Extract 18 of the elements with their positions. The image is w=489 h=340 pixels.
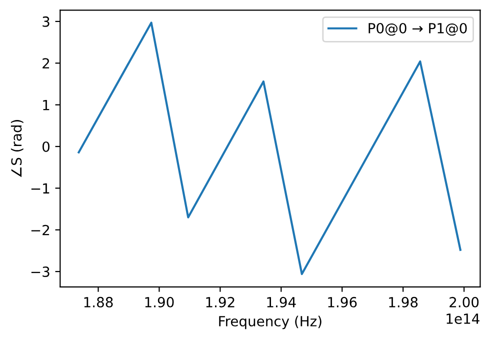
y-tick-label: −1 (31, 183, 50, 194)
y-tick-label: 2 (42, 58, 50, 68)
y-tick-label: −3 (31, 266, 50, 278)
x-tick-label: 1.90 (145, 296, 174, 308)
y-tick-label: 3 (42, 16, 50, 27)
x-tick-label: 1.96 (328, 296, 357, 308)
y-tick-label: 1 (43, 100, 50, 110)
x-tick-label: 2.00 (450, 296, 479, 308)
text: 1e14 (446, 314, 480, 324)
y-tick-label: −2 (31, 224, 50, 236)
x-tick-label: 1.92 (206, 296, 234, 308)
y-axis-title: ∠S (rad) (10, 120, 24, 178)
x-tick-label: 1.94 (267, 296, 296, 308)
x-axis-title: Frequency (Hz) (219, 316, 322, 330)
y-tick-label: 0 (42, 141, 50, 152)
x-tick-label: 1.88 (84, 296, 113, 308)
legend-label: P0@0 → P1@0 (368, 22, 467, 36)
x-tick-label: 1.98 (389, 296, 418, 308)
